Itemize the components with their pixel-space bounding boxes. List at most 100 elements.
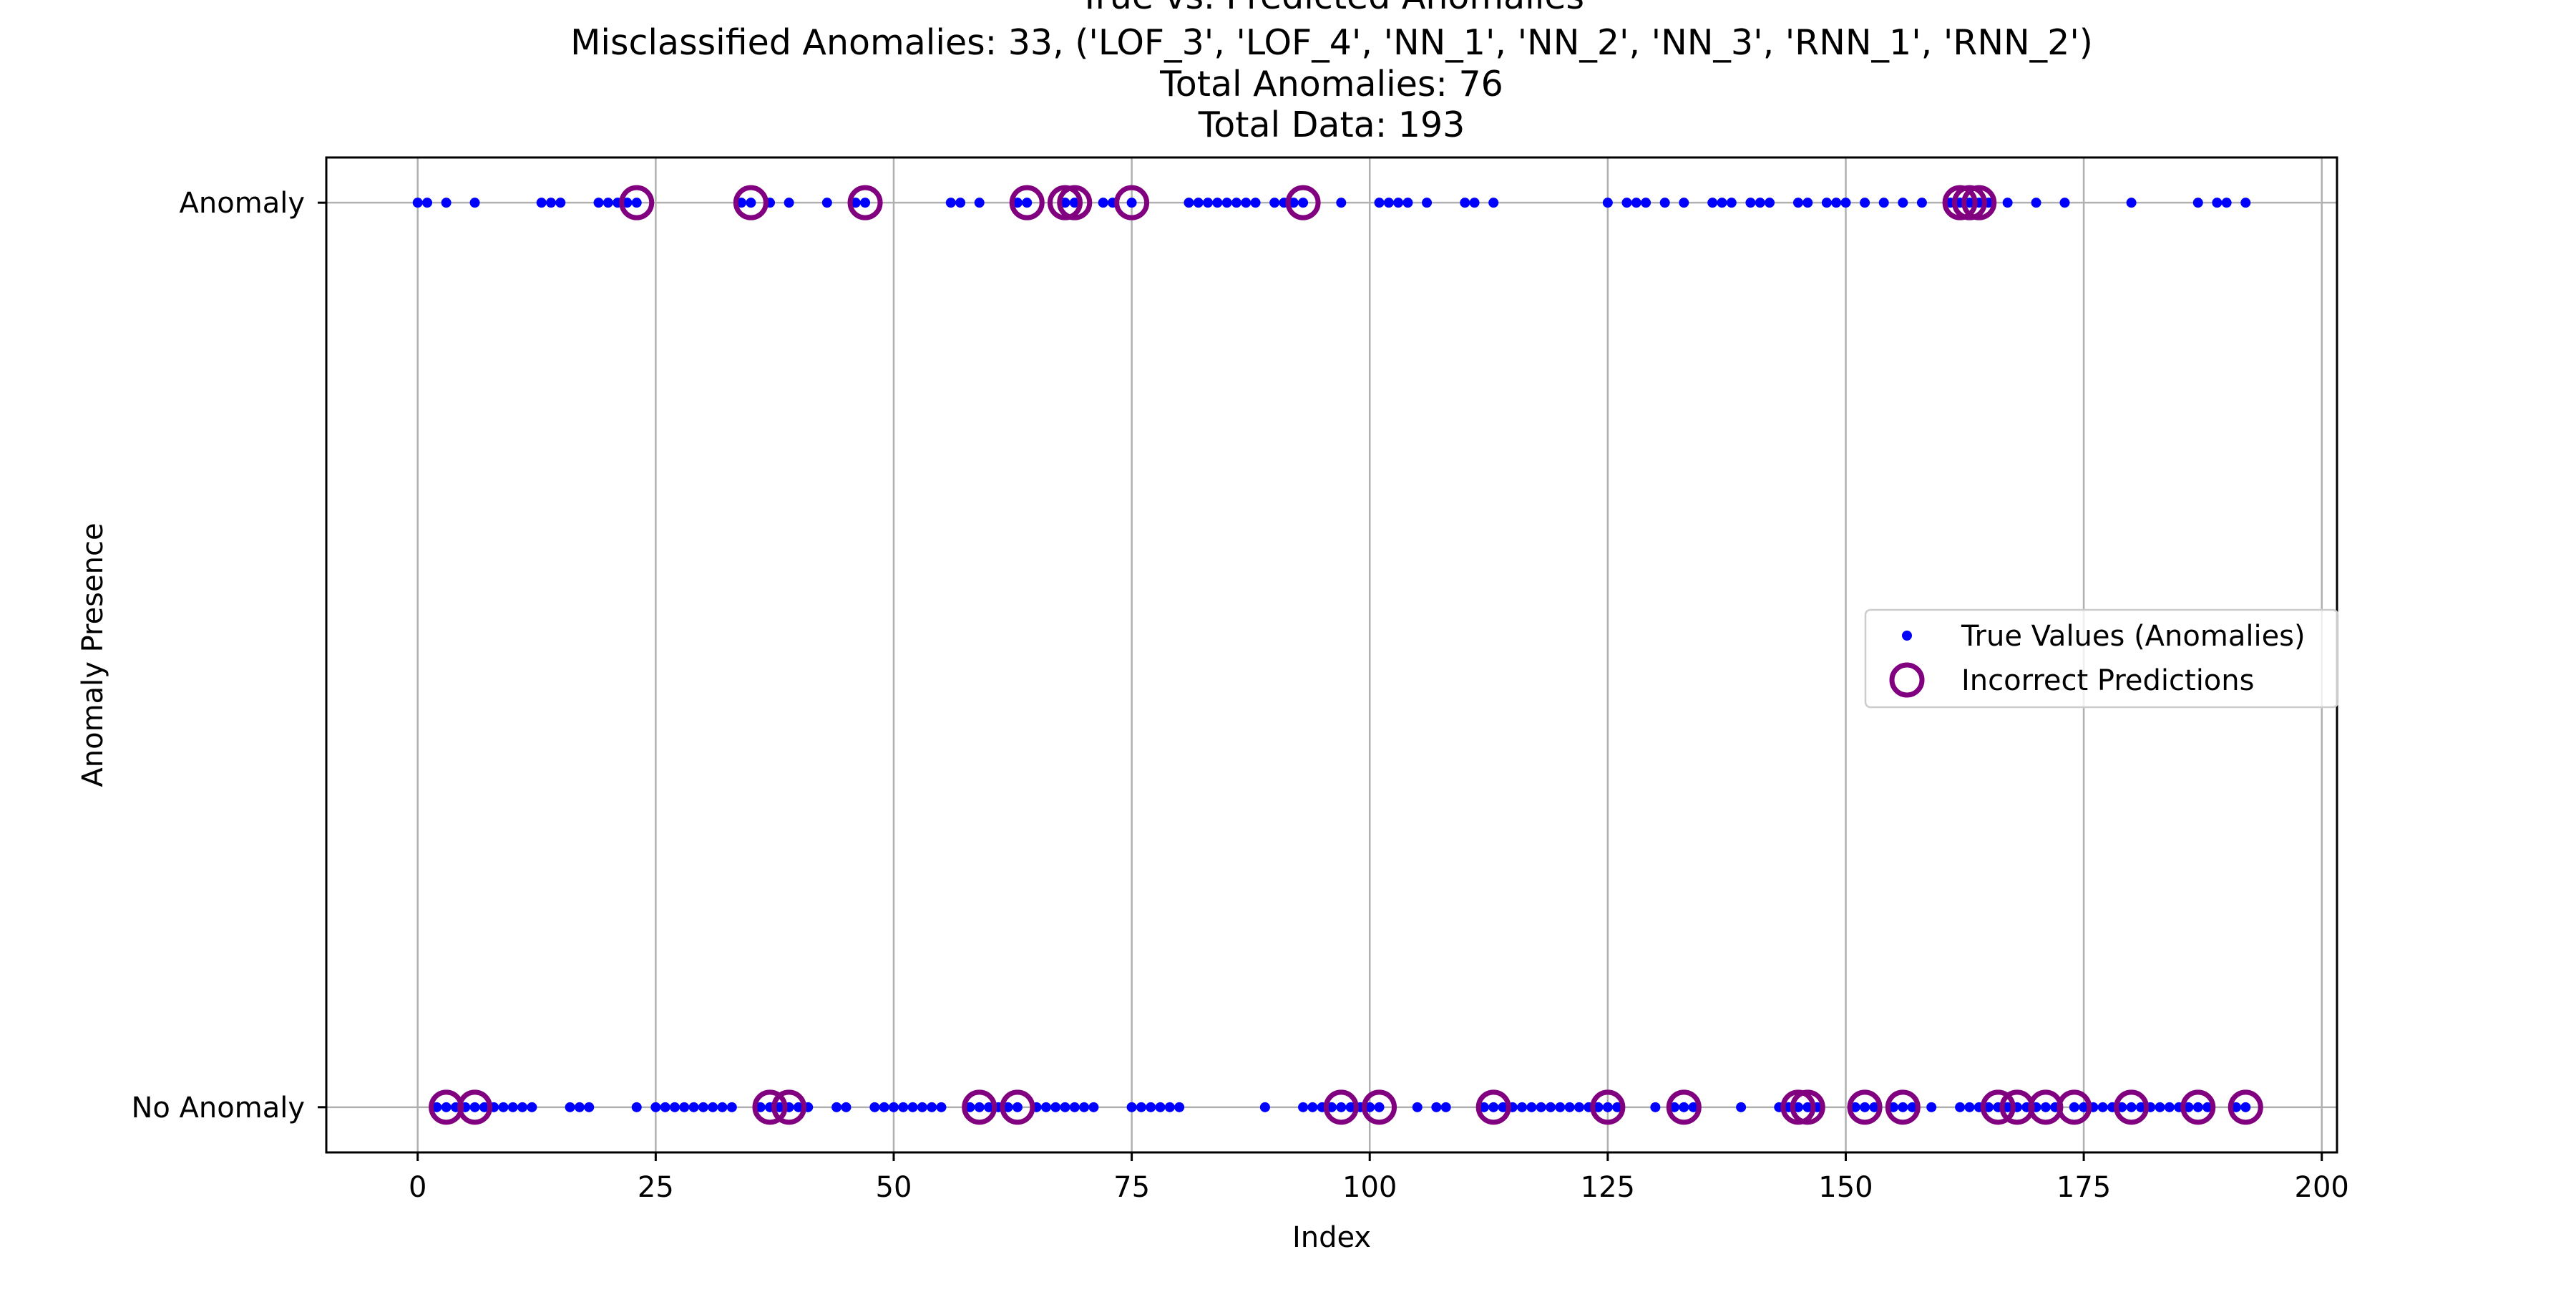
true-value-point (1498, 1102, 1508, 1112)
true-value-point (565, 1102, 575, 1112)
true-value-point (726, 1102, 737, 1112)
true-value-point (412, 198, 423, 208)
true-value-point (2002, 198, 2013, 208)
true-value-point (888, 1102, 899, 1112)
true-value-point (2230, 1102, 2241, 1112)
true-value-point (1126, 1102, 1137, 1112)
incorrect-prediction-point (2114, 1089, 2150, 1125)
true-value-point (1098, 198, 1108, 208)
true-value-point (1860, 1102, 1870, 1112)
x-axis-ticks: 0 25 50 75 100 125 150 175 200 (409, 1152, 2349, 1204)
true-value-point (1659, 198, 1670, 208)
x-tick-label: 25 (638, 1171, 674, 1204)
true-value-point (498, 1102, 509, 1112)
x-tick-label: 50 (876, 1171, 912, 1204)
true-value-point (1126, 198, 1137, 208)
true-value-point (736, 198, 747, 208)
true-value-point (1802, 198, 1813, 208)
incorrect-prediction-point (1362, 1089, 1397, 1125)
true-value-point (1298, 1102, 1309, 1112)
true-value-point (1469, 198, 1480, 208)
true-value-point (679, 1102, 690, 1112)
incorrect-prediction-point (847, 185, 883, 220)
true-value-point (1012, 1102, 1023, 1112)
true-value-point (1155, 1102, 1166, 1112)
y-tick-label: Anomaly (180, 187, 305, 220)
true-value-point (1717, 198, 1727, 208)
true-value-point (1955, 1102, 1966, 1112)
true-value-point (1193, 198, 1204, 208)
x-tick-label: 175 (2057, 1171, 2111, 1204)
true-value-point (2212, 198, 2223, 208)
true-value-point (1022, 198, 1033, 208)
true-value-point (831, 1102, 842, 1112)
true-value-point (1850, 1102, 1860, 1112)
true-value-point (1546, 1102, 1556, 1112)
true-value-point (1602, 198, 1613, 208)
true-value-point (1040, 1102, 1051, 1112)
true-value-point (1907, 1102, 1918, 1112)
true-value-point (1631, 198, 1641, 208)
true-value-point (1060, 1102, 1070, 1112)
legend-box (1864, 608, 2339, 709)
true-value-point (1679, 198, 1689, 208)
true-value-point (1792, 1102, 1803, 1112)
incorrect-prediction-point (962, 1089, 997, 1125)
true-value-point (1079, 1102, 1090, 1112)
true-value-point (2155, 1102, 2165, 1112)
true-value-point (1888, 1102, 1898, 1112)
true-value-point (469, 198, 480, 208)
true-value-point (698, 1102, 708, 1112)
true-value-point (1203, 198, 1214, 208)
true-value-point (1602, 1102, 1613, 1112)
true-value-point (2117, 1102, 2127, 1112)
incorrect-prediction-point (1114, 185, 1150, 220)
true-value-point (1374, 1102, 1385, 1112)
true-value-point (793, 1102, 804, 1112)
chart-subtitle-misclassified: Misclassified Anomalies: 33, ('LOF_3', '… (570, 22, 2093, 63)
true-value-point (536, 198, 547, 208)
incorrect-prediction-point (1285, 185, 1321, 220)
incorrect-prediction-point (1666, 1089, 1702, 1125)
true-value-point (1231, 198, 1241, 208)
true-value-point (821, 198, 832, 208)
true-value-point (2192, 198, 2203, 208)
true-value-point (2097, 1102, 2108, 1112)
incorrect-prediction-point (1885, 1089, 1921, 1125)
true-value-point (1460, 198, 1470, 208)
true-value-point (1365, 1102, 1375, 1112)
true-value-point (1069, 1102, 1080, 1112)
true-value-point (1012, 198, 1023, 208)
true-value-point (860, 198, 871, 208)
true-value-point (1898, 1102, 1908, 1112)
true-value-point (1526, 1102, 1537, 1112)
true-value-point (2002, 1102, 2013, 1112)
true-value-point (1792, 198, 1803, 208)
true-value-point (1802, 1102, 1813, 1112)
true-value-point (1745, 198, 1756, 208)
true-value-point (1336, 198, 1347, 208)
true-value-point (441, 1102, 452, 1112)
true-value-point (2126, 198, 2137, 208)
true-value-point (965, 1102, 975, 1112)
true-value-point (545, 198, 556, 208)
true-value-point (1755, 198, 1765, 208)
true-value-point (1402, 198, 1413, 208)
incorrect-prediction-point (1942, 185, 1978, 220)
true-value-point (1574, 1102, 1584, 1112)
incorrect-prediction-point (771, 1089, 807, 1125)
true-value-point (469, 1102, 480, 1112)
true-value-point (1422, 198, 1433, 208)
true-value-point (1269, 198, 1280, 208)
true-value-point (850, 198, 861, 208)
true-value-point (1621, 198, 1632, 208)
true-value-point (1926, 1102, 1937, 1112)
true-value-point (917, 1102, 927, 1112)
true-value-point (1831, 198, 1842, 208)
chart-title-block: True vs. Predicted Anomalies Misclassifi… (570, 0, 2093, 145)
incorrect-prediction-point (1009, 185, 1045, 220)
true-value-point (774, 1102, 785, 1112)
true-value-point (441, 198, 452, 208)
incorrect-prediction-point (1790, 1089, 1825, 1125)
